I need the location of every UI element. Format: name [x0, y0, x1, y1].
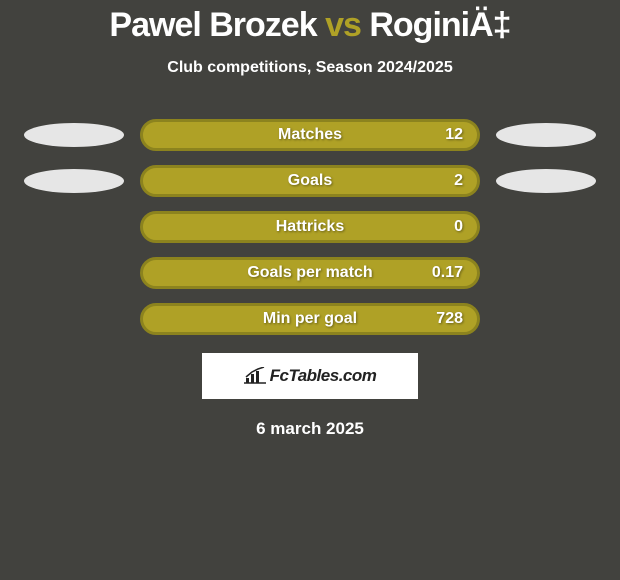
- right-ellipse: [496, 123, 596, 147]
- right-ellipse: [496, 169, 596, 193]
- logo-text: FcTables.com: [270, 366, 377, 386]
- logo-box: FcTables.com: [202, 353, 418, 399]
- left-ellipse: [24, 169, 124, 193]
- stat-row: Goals 2: [0, 165, 620, 197]
- stat-row: Goals per match 0.17: [0, 257, 620, 289]
- stat-value: 0: [454, 218, 463, 236]
- stat-label: Goals per match: [247, 264, 372, 282]
- stat-label: Goals: [288, 172, 332, 190]
- stat-value: 728: [436, 310, 463, 328]
- stat-bar: Goals 2: [140, 165, 480, 197]
- left-ellipse: [24, 123, 124, 147]
- right-ellipse: [496, 215, 596, 239]
- chart-icon: [244, 367, 266, 385]
- stat-bar: Min per goal 728: [140, 303, 480, 335]
- stat-label: Hattricks: [276, 218, 344, 236]
- right-ellipse: [496, 307, 596, 331]
- right-ellipse: [496, 261, 596, 285]
- comparison-infographic: Pawel Brozek vs RoginiÄ‡ Club competitio…: [0, 0, 620, 439]
- title-player2: RoginiÄ‡: [369, 6, 510, 44]
- title-player1: Pawel Brozek: [109, 6, 316, 44]
- stat-value: 0.17: [432, 264, 463, 282]
- subtitle: Club competitions, Season 2024/2025: [0, 59, 620, 77]
- stat-row: Hattricks 0: [0, 211, 620, 243]
- left-ellipse: [24, 215, 124, 239]
- stat-bar: Matches 12: [140, 119, 480, 151]
- page-title: Pawel Brozek vs RoginiÄ‡: [0, 6, 620, 45]
- stat-label: Min per goal: [263, 310, 357, 328]
- left-ellipse: [24, 261, 124, 285]
- left-ellipse: [24, 307, 124, 331]
- date-text: 6 march 2025: [0, 419, 620, 439]
- stat-value: 12: [445, 126, 463, 144]
- stat-bar: Goals per match 0.17: [140, 257, 480, 289]
- title-vs: vs: [325, 6, 361, 44]
- stat-row: Min per goal 728: [0, 303, 620, 335]
- stat-label: Matches: [278, 126, 342, 144]
- stat-bar: Hattricks 0: [140, 211, 480, 243]
- stat-value: 2: [454, 172, 463, 190]
- stats-rows: Matches 12 Goals 2 Hattricks 0 Goals per match…: [0, 119, 620, 335]
- stat-row: Matches 12: [0, 119, 620, 151]
